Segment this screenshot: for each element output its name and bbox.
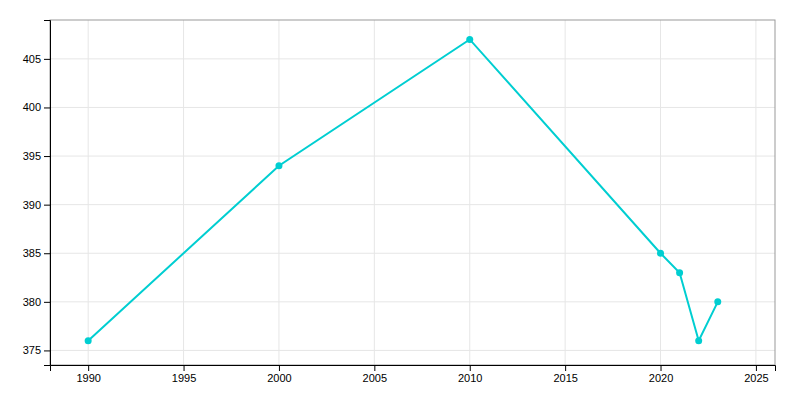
tick-mark (44, 350, 50, 351)
tick-label: 2025 (744, 372, 768, 384)
tick-label: 395 (23, 150, 41, 162)
tick-mark (279, 365, 280, 371)
grid-line-x (565, 20, 566, 365)
tick-mark (470, 365, 471, 371)
marks (85, 36, 722, 344)
point (466, 36, 473, 43)
tick-mark (44, 253, 50, 254)
tick-label: 375 (23, 344, 41, 356)
tick-label: 1990 (76, 372, 100, 384)
tick-mark (44, 156, 50, 157)
tick: 2015 (553, 365, 577, 384)
tick: 400 (23, 101, 50, 113)
grid-line-x (374, 20, 375, 365)
point (676, 269, 683, 276)
grid-line-y (50, 204, 775, 205)
point (714, 298, 721, 305)
point (275, 162, 282, 169)
point (657, 250, 664, 257)
tick-label: 2020 (649, 372, 673, 384)
tick-label: 2005 (363, 372, 387, 384)
tick-label: 400 (23, 101, 41, 113)
tick: 385 (23, 247, 50, 259)
grid-line-y (50, 301, 775, 302)
tick: 2010 (458, 365, 482, 384)
line (88, 39, 718, 340)
tick-label: 2015 (553, 372, 577, 384)
tick: 1990 (76, 365, 100, 384)
grid-line-x (183, 20, 184, 365)
point (695, 337, 702, 344)
tick-mark (374, 365, 375, 371)
x-axis: 1990 1995 2000 2005 2010 2015 2020 2025 (51, 365, 776, 384)
tick-label: 1995 (172, 372, 196, 384)
grid-line-x (88, 20, 89, 365)
tick: 395 (23, 150, 50, 162)
tick-mark (44, 302, 50, 303)
grid (50, 20, 775, 365)
grid-line-y (50, 253, 775, 254)
axis-line (44, 21, 51, 366)
tick-mark (565, 365, 566, 371)
tick: 1995 (172, 365, 196, 384)
tick: 390 (23, 199, 50, 211)
tick: 2005 (363, 365, 387, 384)
tick: 375 (23, 344, 50, 356)
point (85, 337, 92, 344)
y-axis: 375 380 385 390 395 400 405 (23, 21, 51, 366)
grid-line-y (50, 107, 775, 108)
grid-line-y (50, 58, 775, 59)
tick-mark (88, 365, 89, 371)
axis-line (51, 366, 776, 372)
tick: 2025 (744, 365, 768, 384)
tick: 405 (23, 53, 50, 65)
tick-mark (44, 107, 50, 108)
grid-line-y (50, 350, 775, 351)
plot: 1990 1995 2000 2005 2010 2015 2020 2025 375 380 38… (23, 20, 776, 384)
plot-frame (50, 20, 775, 365)
grid-line-x (660, 20, 661, 365)
tick-label: 2000 (267, 372, 291, 384)
tick: 2020 (649, 365, 673, 384)
tick-mark (44, 205, 50, 206)
tick-mark (44, 59, 50, 60)
tick-mark (756, 365, 757, 371)
grid-line-x (278, 20, 279, 365)
tick-label: 2010 (458, 372, 482, 384)
chart: 1990 1995 2000 2005 2010 2015 2020 2025 375 380 38… (0, 0, 800, 400)
tick: 380 (23, 296, 50, 308)
tick-label: 390 (23, 199, 41, 211)
tick-label: 405 (23, 53, 41, 65)
tick: 2000 (267, 365, 291, 384)
tick-label: 380 (23, 296, 41, 308)
grid-line-y (50, 156, 775, 157)
grid-line-x (755, 20, 756, 365)
tick-mark (184, 365, 185, 371)
tick-mark (661, 365, 662, 371)
tick-label: 385 (23, 247, 41, 259)
grid-line-x (469, 20, 470, 365)
